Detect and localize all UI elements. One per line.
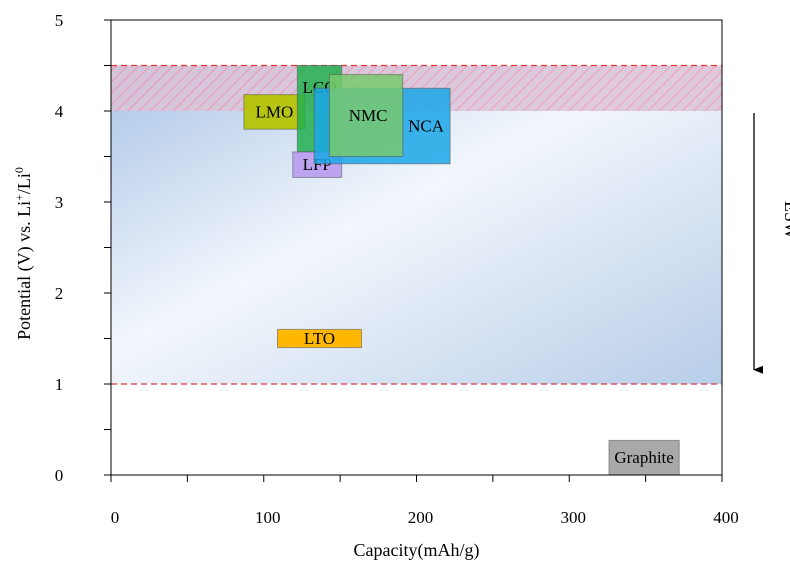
material-box-rect (328, 74, 404, 157)
y-tick-label: 1 (55, 375, 64, 394)
axis-ticks: 0 100 200 300 400 0 1 2 3 4 5 (55, 11, 739, 527)
material-box-graphite: Graphite (608, 439, 680, 476)
y-tick-label: 4 (55, 102, 64, 121)
x-axis-title: Capacity(mAh/g) (354, 540, 480, 561)
material-label: Graphite (614, 448, 673, 467)
x-tick-label: 300 (561, 508, 587, 527)
material-box-rect (608, 439, 680, 476)
material-box-rect (243, 94, 306, 130)
material-label: LTO (304, 329, 335, 348)
y-axis-title-part-main: Potential (V) vs. Li (14, 201, 35, 340)
x-tick-label: 100 (255, 508, 281, 527)
material-box-lmo: LMO (243, 94, 306, 130)
y-axis-title-part-li: /Li (14, 173, 34, 194)
material-box-lto: LTO (276, 328, 363, 349)
x-tick-label: 0 (111, 508, 120, 527)
material-box-rect (276, 328, 363, 349)
y-tick-label: 3 (55, 193, 64, 212)
material-label: NCA (408, 117, 445, 136)
material-box-nmc: NMC (328, 74, 404, 157)
material-label: NMC (349, 106, 388, 125)
esw-label: ESW (781, 201, 790, 239)
x-tick-label: 400 (713, 508, 739, 527)
material-label: LMO (256, 102, 294, 121)
y-tick-label: 0 (55, 466, 64, 485)
x-tick-label: 200 (408, 508, 434, 527)
y-tick-label: 2 (55, 284, 64, 303)
y-axis-title: Potential (V) vs. Li+/Li0 (12, 167, 35, 340)
y-axis-title-sup-zero: 0 (12, 167, 26, 173)
y-tick-label: 5 (55, 11, 64, 30)
y-axis-title-sup-plus: + (12, 194, 26, 201)
